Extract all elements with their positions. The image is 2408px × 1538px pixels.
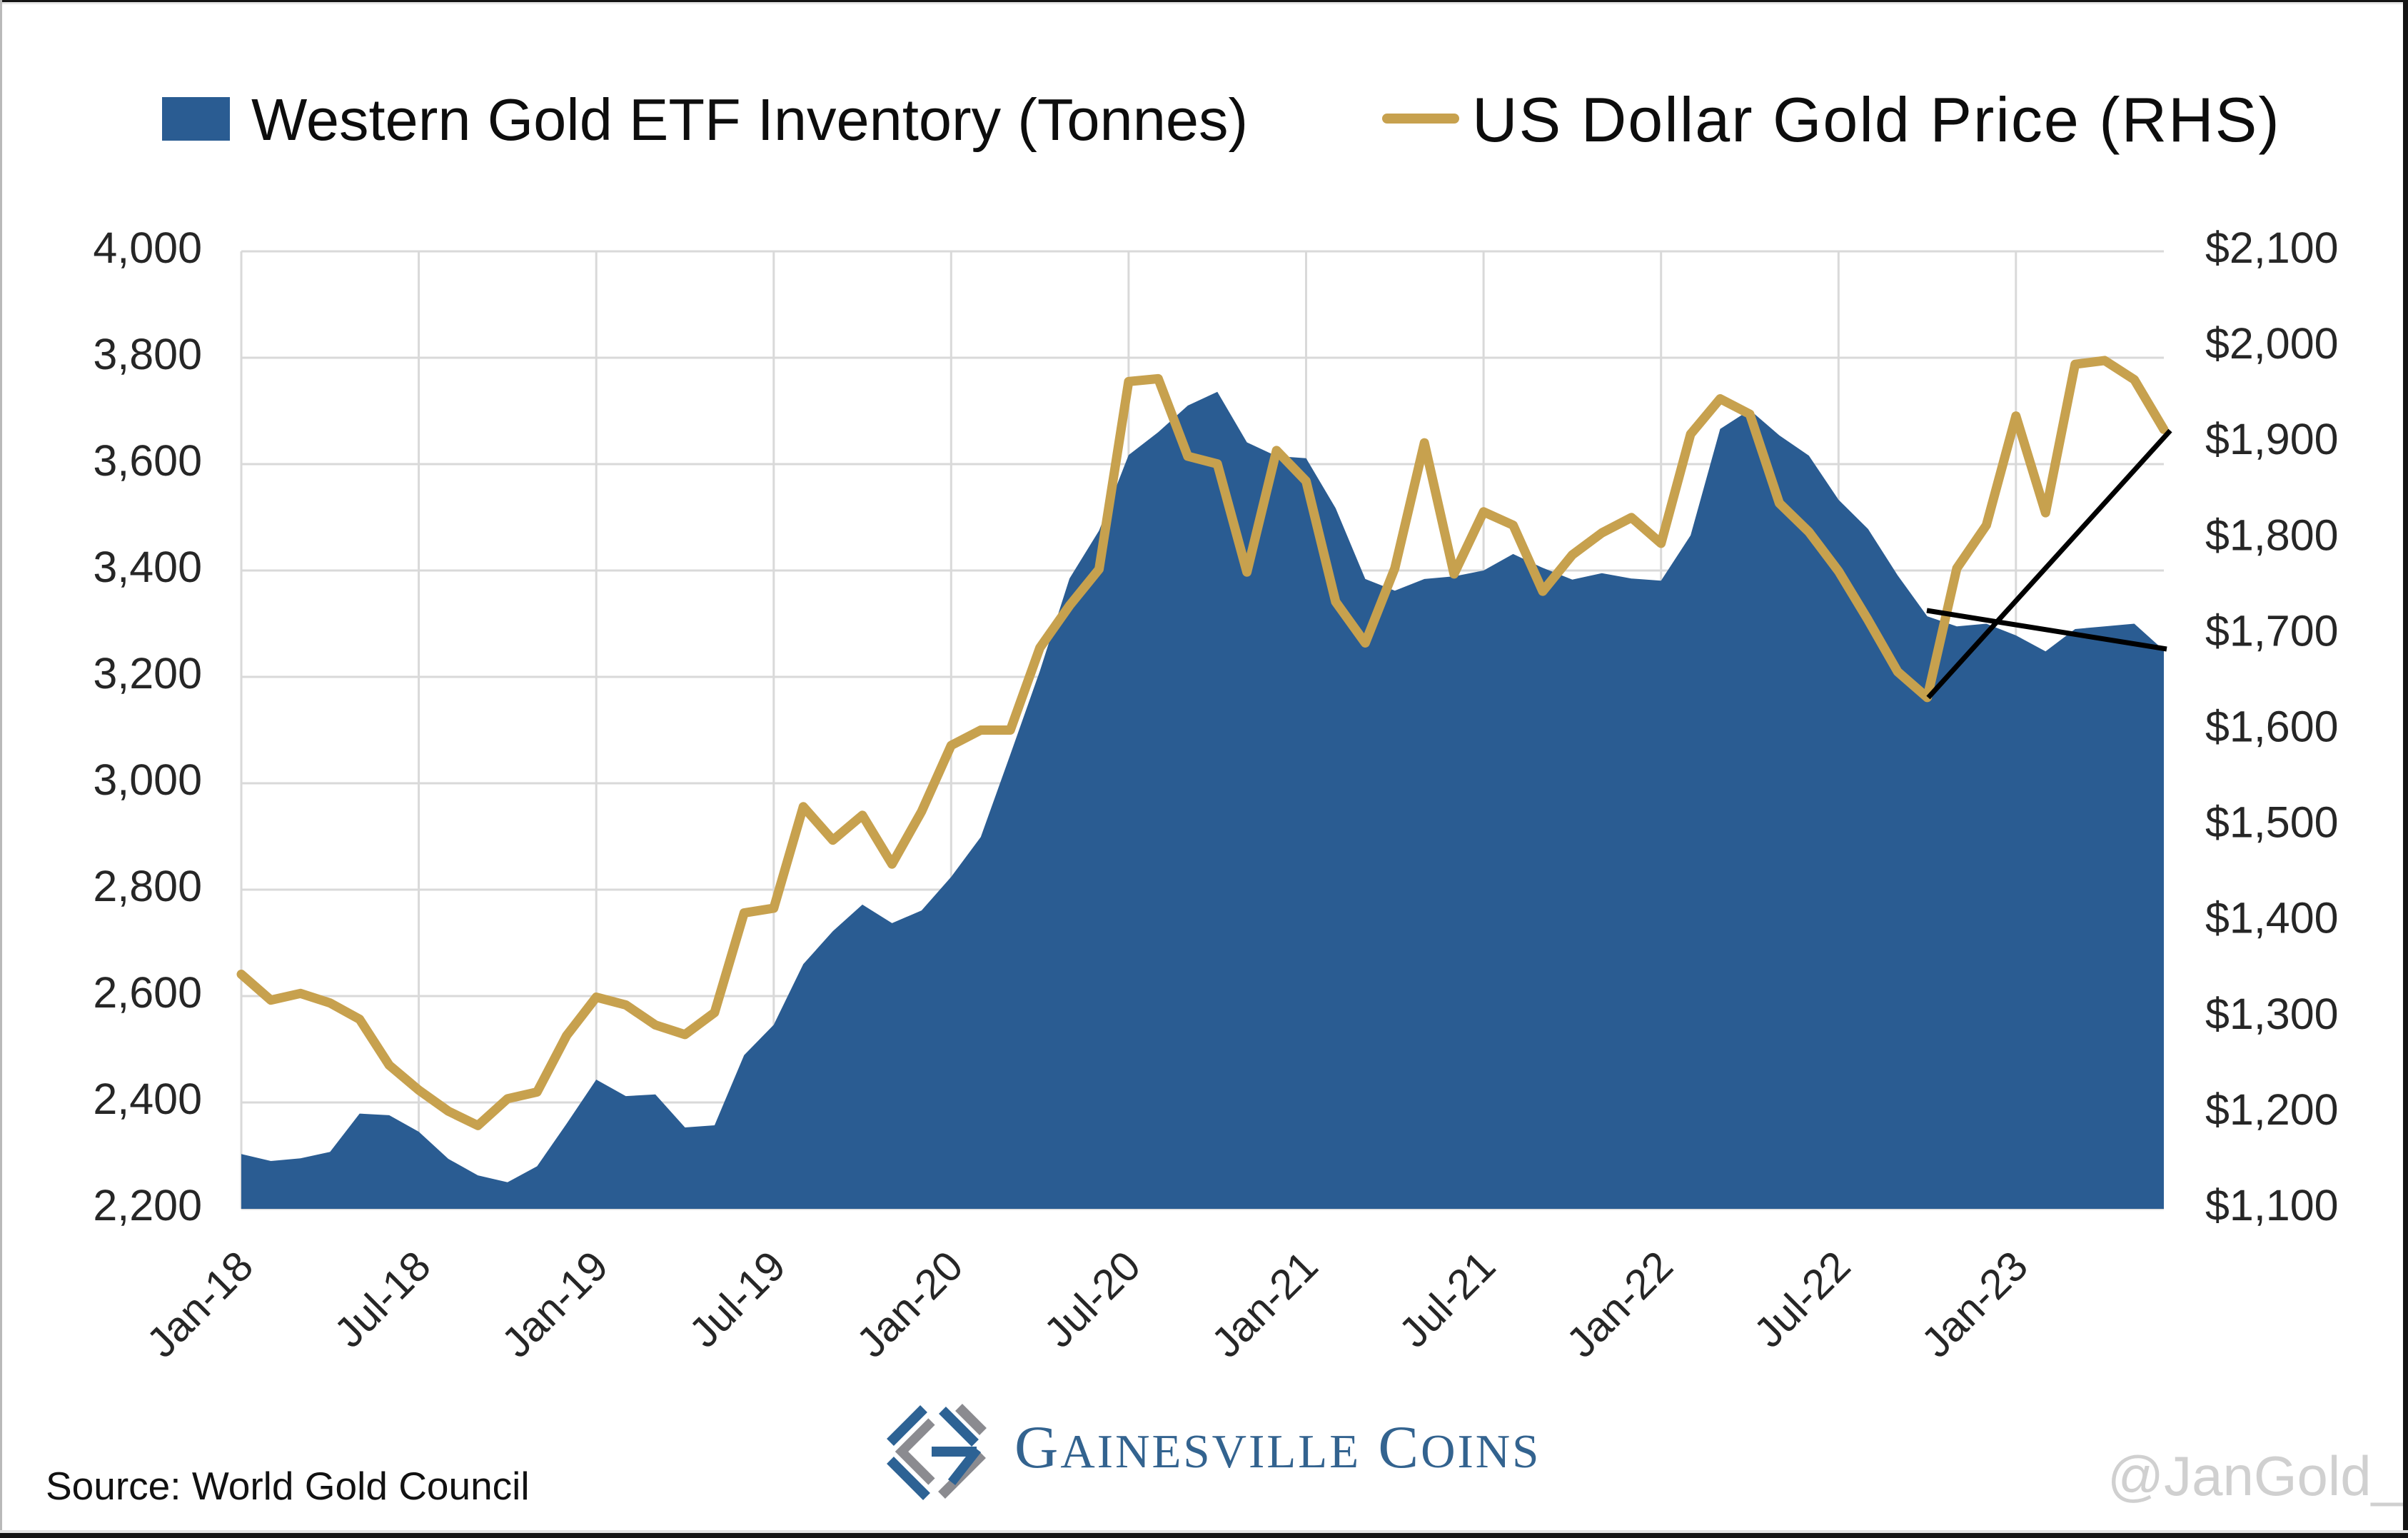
svg-text:3,600: 3,600: [93, 436, 202, 485]
svg-text:$1,300: $1,300: [2205, 990, 2339, 1038]
svg-text:@JanGold_: @JanGold_: [2107, 1444, 2404, 1507]
svg-text:Western Gold ETF Inventory (To: Western Gold ETF Inventory (Tonnes): [251, 86, 1248, 153]
svg-text:US Dollar Gold Price (RHS): US Dollar Gold Price (RHS): [1472, 84, 2281, 155]
svg-text:2,400: 2,400: [93, 1075, 202, 1123]
svg-text:GAINESVILLE COINS: GAINESVILLE COINS: [1014, 1414, 1541, 1481]
svg-text:$1,800: $1,800: [2205, 511, 2339, 559]
svg-text:$1,200: $1,200: [2205, 1085, 2339, 1134]
svg-text:Source: World Gold Council: Source: World Gold Council: [46, 1464, 530, 1508]
svg-text:3,000: 3,000: [93, 755, 202, 804]
svg-text:$1,700: $1,700: [2205, 606, 2339, 655]
svg-text:$1,600: $1,600: [2205, 703, 2339, 751]
svg-text:2,800: 2,800: [93, 862, 202, 910]
svg-text:3,200: 3,200: [93, 649, 202, 698]
svg-text:$2,000: $2,000: [2205, 319, 2339, 368]
svg-text:4,000: 4,000: [93, 223, 202, 272]
svg-text:$1,900: $1,900: [2205, 415, 2339, 463]
svg-text:$1,400: $1,400: [2205, 894, 2339, 943]
svg-text:3,800: 3,800: [93, 330, 202, 378]
svg-text:$2,100: $2,100: [2205, 223, 2339, 272]
svg-text:2,200: 2,200: [93, 1181, 202, 1230]
svg-text:$1,500: $1,500: [2205, 798, 2339, 847]
svg-text:2,600: 2,600: [93, 968, 202, 1017]
svg-text:$1,100: $1,100: [2205, 1181, 2339, 1230]
svg-text:3,400: 3,400: [93, 543, 202, 591]
